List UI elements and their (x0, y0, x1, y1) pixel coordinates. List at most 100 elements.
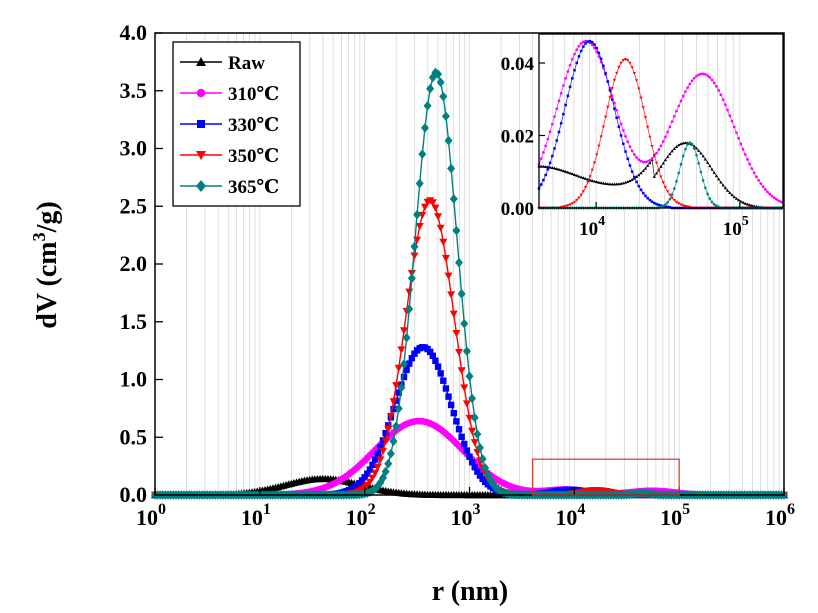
inset-data-point (644, 160, 647, 164)
inset-data-point (582, 40, 585, 44)
data-point (402, 332, 411, 343)
legend-item: 310℃ (180, 84, 279, 105)
inset-data-point (690, 142, 694, 147)
data-point (410, 252, 419, 260)
inset-data-point (666, 190, 670, 194)
data-point (420, 203, 429, 211)
data-point (458, 433, 465, 441)
data-point (465, 414, 474, 423)
inset-data-point (677, 202, 681, 206)
inset-data-point (734, 196, 739, 200)
inset-data-point (555, 139, 559, 142)
inset-data-point (737, 136, 740, 140)
inset-data-point (603, 182, 608, 185)
data-point (471, 464, 478, 471)
inset-data-point (719, 180, 723, 184)
data-point (486, 475, 495, 486)
inset-data-point (672, 147, 676, 151)
inset-data-point (705, 192, 710, 196)
inset-data-point (590, 40, 594, 44)
inset-data-point (681, 141, 685, 145)
data-point (465, 371, 474, 382)
data-point (384, 458, 393, 469)
x-tick-label: 105 (660, 501, 690, 530)
inset-data-point (708, 196, 712, 201)
inset-data-point (659, 144, 663, 148)
data-point (374, 450, 381, 457)
data-point (489, 479, 498, 490)
inset-data-point (688, 205, 692, 209)
inset-data-point (639, 171, 643, 175)
inset-data-point (637, 173, 641, 177)
legend-label: Raw (228, 53, 265, 74)
inset-data-point (690, 79, 694, 83)
inset-data-point (617, 182, 621, 186)
inset-data-point (668, 205, 672, 209)
inset-data-point (650, 145, 654, 148)
inset-data-point (562, 84, 565, 88)
inset-data-point (759, 182, 763, 185)
inset-data-point (741, 147, 745, 151)
y-tick-label: 4.0 (120, 20, 148, 45)
inset-data-point (544, 173, 547, 177)
inset-data-point (606, 80, 610, 83)
inset-data-point (772, 196, 776, 200)
data-point (408, 354, 416, 362)
inset-data-point (703, 157, 707, 161)
inset-background (539, 34, 783, 208)
inset-data-point (681, 154, 685, 158)
inset-data-point (637, 158, 641, 161)
inset-data-point (552, 166, 557, 170)
inset-data-point (637, 87, 641, 91)
inset-chart: 0.00 0.02 0.04 104 105 (501, 33, 785, 240)
data-point (455, 426, 463, 433)
legend-item: 365℃ (180, 177, 279, 198)
inset-data-point (544, 165, 548, 168)
data-point (426, 83, 435, 94)
data-point (447, 401, 455, 409)
inset-data-point (648, 161, 652, 165)
inset-data-point (666, 200, 670, 205)
inset-data-point (653, 201, 656, 205)
inset-data-point (668, 152, 672, 156)
data-point (431, 204, 440, 212)
inset-data-point (755, 175, 758, 179)
data-point (470, 439, 479, 447)
inset-data-point (635, 79, 639, 83)
data-point (453, 418, 460, 425)
legend-label: 310℃ (228, 84, 279, 105)
inset-data-point (615, 71, 619, 75)
inset-data-point (579, 49, 583, 53)
data-point (364, 470, 371, 477)
inset-data-point (546, 167, 550, 171)
inset-data-point (608, 96, 612, 100)
inset-data-point (628, 179, 632, 183)
legend-item: 350℃ (180, 146, 279, 167)
inset-data-point (648, 135, 652, 139)
inset-data-point (628, 164, 632, 167)
data-point (441, 254, 450, 263)
inset-data-point (602, 64, 605, 67)
inset-data-point (761, 185, 765, 188)
data-point (455, 257, 464, 268)
inset-data-point (583, 177, 588, 180)
inset-data-point (570, 172, 574, 176)
inset-data-point (613, 101, 616, 105)
inset-data-point (583, 185, 588, 189)
data-point (436, 77, 445, 88)
data-point (406, 360, 413, 367)
inset-data-point (735, 131, 738, 135)
inset-data-point (590, 168, 594, 172)
inset-data-point (670, 196, 674, 200)
data-point (381, 437, 390, 445)
inset-data-point (712, 202, 716, 207)
inset-data-point (728, 114, 732, 117)
inset-data-point (639, 159, 643, 163)
inset-data-point (615, 116, 618, 120)
inset-data-point (613, 107, 616, 110)
inset-data-point (582, 45, 585, 48)
data-point (395, 389, 402, 396)
data-point (466, 453, 473, 460)
inset-data-point (623, 180, 628, 184)
inset-data-point (610, 182, 614, 186)
